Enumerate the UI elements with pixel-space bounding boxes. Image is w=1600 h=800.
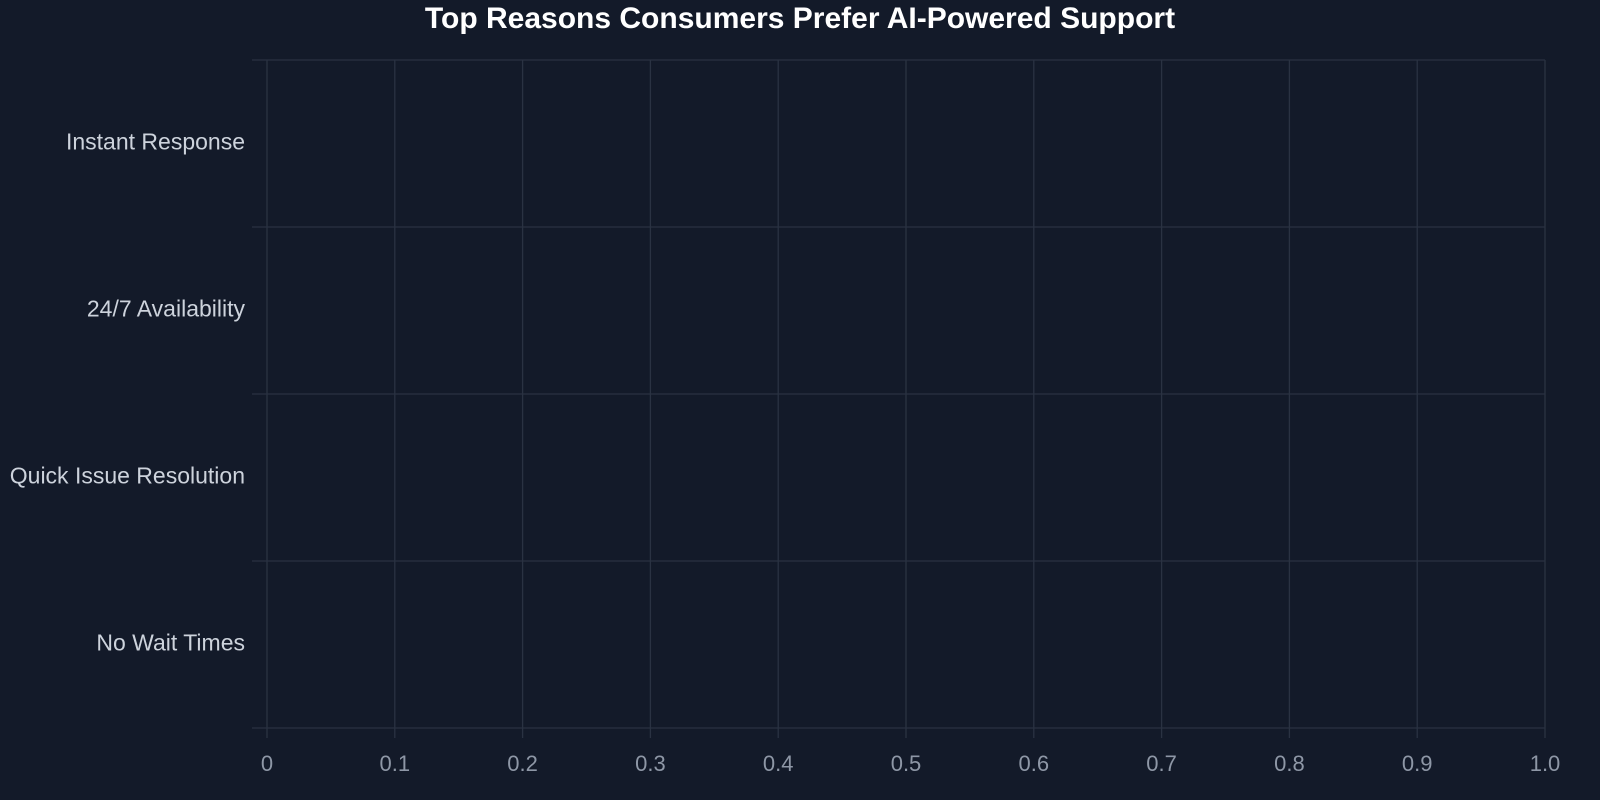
y-tick-label: No Wait Times <box>96 630 245 656</box>
x-tick-label: 0.1 <box>380 751 411 776</box>
x-tick-label: 1.0 <box>1530 751 1561 776</box>
y-tick-label: Quick Issue Resolution <box>10 463 245 489</box>
x-tick-label: 0.8 <box>1274 751 1305 776</box>
x-tick-label: 0.2 <box>507 751 538 776</box>
y-tick-label: 24/7 Availability <box>87 296 246 322</box>
y-tick-label: Instant Response <box>66 129 245 155</box>
x-tick-label: 0.9 <box>1402 751 1433 776</box>
x-tick-label: 0.5 <box>891 751 922 776</box>
x-tick-label: 0.6 <box>1019 751 1050 776</box>
chart-title: Top Reasons Consumers Prefer AI-Powered … <box>425 2 1175 35</box>
x-tick-label: 0.3 <box>635 751 666 776</box>
x-tick-label: 0.7 <box>1146 751 1177 776</box>
x-tick-label: 0.4 <box>763 751 794 776</box>
x-tick-label: 0 <box>261 751 273 776</box>
